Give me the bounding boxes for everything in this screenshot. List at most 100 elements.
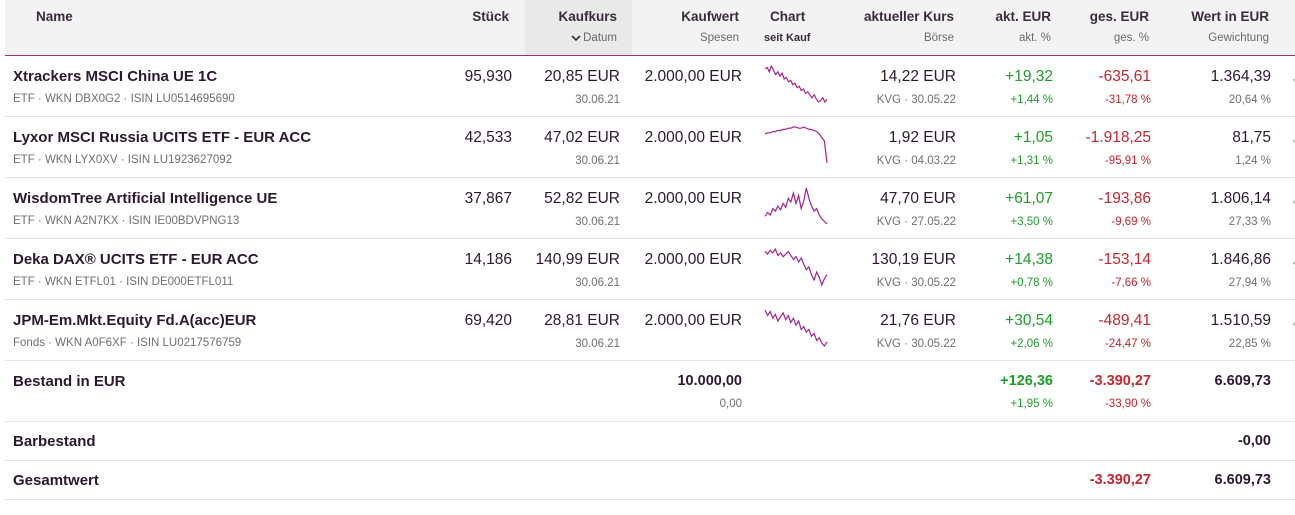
col-ges-pct-header[interactable]: ges. % [1113,32,1149,44]
col-wert-header[interactable]: Wert in EUR [1191,9,1269,24]
sparkline-chart[interactable] [763,247,829,287]
table-row[interactable]: JPM-Em.Mkt.Equity Fd.A(acc)EUR Fonds · WK… [5,300,1295,361]
stueck-value: 69,420 [464,312,512,329]
kaufkurs-value: 20,85 EUR [544,68,620,85]
wert-value: 81,75 [1232,129,1271,146]
table-row[interactable]: Xtrackers MSCI China UE 1C ETF · WKN DBX0… [5,56,1295,117]
kaufdatum-value: 30.06.21 [575,216,620,228]
instrument-name[interactable]: Xtrackers MSCI China UE 1C [13,68,218,85]
chevron-down-icon [571,35,581,42]
boerse-value: KVG · 04.03.22 [876,155,956,167]
boerse-value: KVG · 30.05.22 [876,94,956,106]
wert-value: 1.364,39 [1210,68,1271,85]
col-seit-kauf-header: seit Kauf [764,32,811,44]
bestand-ges-eur: -3.390,27 [1089,373,1151,389]
col-name-header[interactable]: Name [36,9,73,24]
bestand-label: Bestand in EUR [13,373,126,390]
table-row[interactable]: Deka DAX® UCITS ETF - EUR ACC ETF · WKN E… [5,239,1295,300]
kaufkurs-value: 52,82 EUR [544,190,620,207]
ges-pct-value: -7,66 % [1111,277,1151,289]
col-datum-sort[interactable]: Datum [525,32,617,44]
kaufkurs-value: 47,02 EUR [544,129,620,146]
akt-pct-value: +2,06 % [1010,338,1053,350]
gesamtwert-wert: 6.609,73 [1214,472,1271,488]
wert-value: 1.806,14 [1210,190,1271,207]
instrument-name[interactable]: WisdomTree Artificial Intelligence UE [13,190,278,207]
col-gewichtung-header[interactable]: Gewichtung [1208,32,1269,44]
chevron-down-icon[interactable]: ⌄ [1290,192,1295,208]
col-chart-header[interactable]: Chart [770,9,806,24]
wert-value: 1.510,59 [1210,312,1271,329]
col-kaufwert-header[interactable]: Kaufwert [681,9,739,24]
ges-eur-value: -635,61 [1098,68,1151,85]
ges-eur-value: -153,14 [1098,251,1151,268]
instrument-name[interactable]: Deka DAX® UCITS ETF - EUR ACC [13,251,259,268]
sparkline-chart[interactable] [763,64,829,104]
col-stueck-header[interactable]: Stück [472,9,509,24]
chevron-down-icon[interactable]: ⌄ [1290,314,1295,330]
col-kurs-header[interactable]: aktueller Kurs [863,9,954,24]
chevron-down-icon[interactable]: ⌄ [1290,131,1295,147]
sparkline-chart[interactable] [763,125,829,165]
ges-pct-value: -31,78 % [1104,94,1151,106]
stueck-value: 14,186 [464,251,512,268]
akt-eur-value: +14,38 [1005,251,1053,268]
bestand-wert: 6.609,73 [1214,373,1271,389]
instrument-meta: ETF · WKN ETFL01 · ISIN DE000ETFL011 [13,276,234,288]
stueck-value: 42,533 [464,129,512,146]
bestand-akt-pct: +1,95 % [1010,398,1053,410]
stueck-value: 95,930 [464,68,512,85]
akt-eur-value: +61,07 [1005,190,1053,207]
akt-pct-value: +3,50 % [1010,216,1053,228]
ges-eur-value: -1.918,25 [1085,129,1152,146]
ges-pct-value: -9,69 % [1111,216,1151,228]
chevron-down-icon[interactable]: ⌄ [1290,253,1295,269]
instrument-name[interactable]: JPM-Em.Mkt.Equity Fd.A(acc)EUR [13,312,257,329]
sorted-column-highlight [525,0,632,55]
sparkline-path [764,309,828,347]
kurs-value: 47,70 EUR [880,190,956,207]
sparkline-chart[interactable] [763,308,829,348]
col-akt-eur-header[interactable]: akt. EUR [995,9,1051,24]
gesamtwert-ges-eur: -3.390,27 [1089,472,1151,488]
table-row[interactable]: WisdomTree Artificial Intelligence UE ETF… [5,178,1295,239]
table-header: Name Stück Kaufkurs Datum Kaufwert Spese… [5,0,1295,56]
sparkline-path [764,187,828,225]
instrument-name[interactable]: Lyxor MSCI Russia UCITS ETF - EUR ACC [13,129,312,146]
col-akt-pct-header[interactable]: akt. % [1019,32,1051,44]
instrument-meta: ETF · WKN A2N7KX · ISIN IE00BDVPNG13 [13,215,240,227]
stueck-value: 37,867 [464,190,512,207]
ges-pct-value: -24,47 % [1104,338,1151,350]
kurs-value: 130,19 EUR [871,251,956,268]
kurs-value: 21,76 EUR [880,312,956,329]
boerse-value: KVG · 30.05.22 [876,277,956,289]
sparkline-path [764,64,828,104]
kaufwert-value: 2.000,00 EUR [644,190,742,207]
kaufwert-value: 2.000,00 EUR [644,129,742,146]
table-row[interactable]: Lyxor MSCI Russia UCITS ETF - EUR ACC ETF… [5,117,1295,178]
col-boerse-header[interactable]: Börse [923,32,954,44]
kurs-value: 14,22 EUR [880,68,956,85]
gewichtung-value: 22,85 % [1228,338,1271,350]
gesamtwert-label: Gesamtwert [13,472,99,489]
bestand-spesen: 0,00 [719,398,742,410]
gewichtung-value: 20,64 % [1228,94,1271,106]
col-spesen-header[interactable]: Spesen [699,32,739,44]
instrument-meta: Fonds · WKN A0F6XF · ISIN LU0217576759 [13,337,242,349]
kaufwert-value: 2.000,00 EUR [644,68,742,85]
sparkline-path [764,126,828,164]
gewichtung-value: 27,33 % [1228,216,1271,228]
akt-eur-value: +19,32 [1005,68,1053,85]
bestand-akt-eur: +126,36 [1000,373,1053,389]
col-datum-label: Datum [583,32,617,44]
chevron-down-icon[interactable]: ⌄ [1290,70,1295,86]
col-kaufkurs-header[interactable]: Kaufkurs [558,9,617,24]
bestand-ges-pct: -33,90 % [1104,398,1151,410]
col-ges-eur-header[interactable]: ges. EUR [1089,9,1149,24]
bestand-row: Bestand in EUR 10.000,00 0,00 +126,36 +1… [5,361,1295,422]
sparkline-chart[interactable] [763,186,829,226]
kurs-value: 1,92 EUR [888,129,956,146]
sparkline-path [764,247,828,287]
barbestand-label: Barbestand [13,433,96,450]
boerse-value: KVG · 27.05.22 [876,216,956,228]
